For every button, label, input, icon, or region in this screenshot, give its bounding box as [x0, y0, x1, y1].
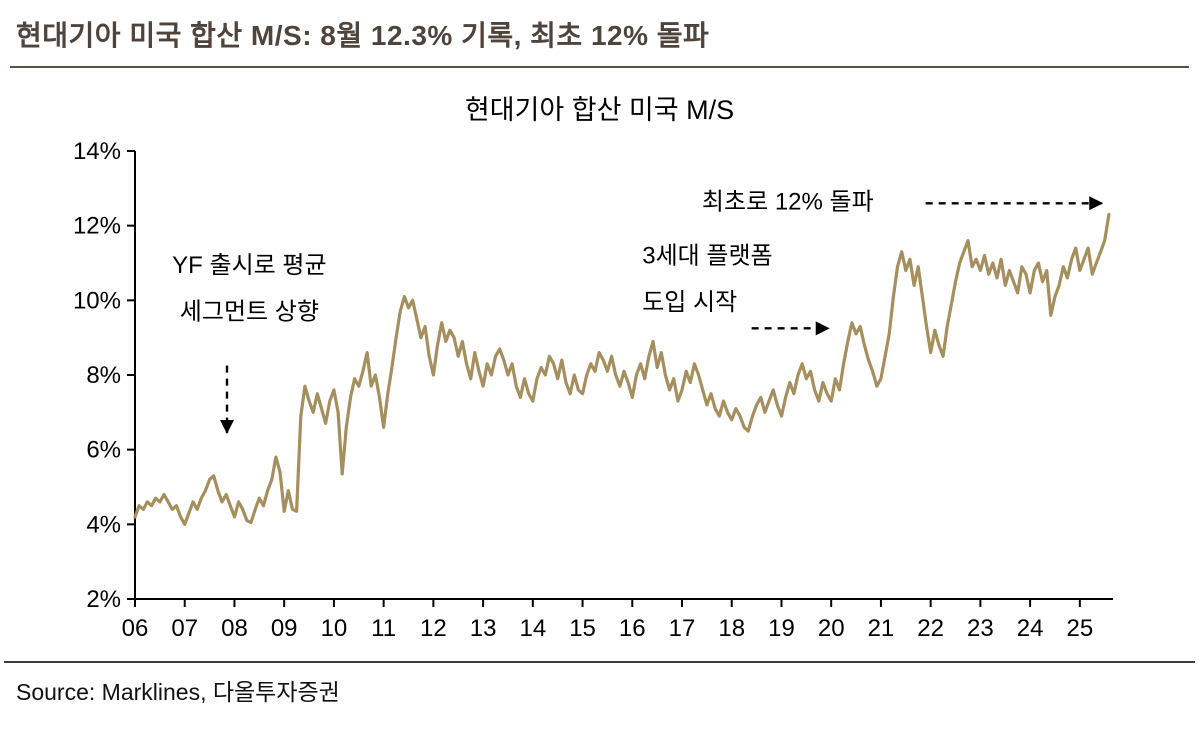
svg-text:24: 24	[1017, 615, 1044, 642]
svg-text:12%: 12%	[73, 213, 121, 240]
svg-text:4%: 4%	[86, 511, 121, 538]
svg-text:06: 06	[122, 615, 149, 642]
svg-text:19: 19	[768, 615, 795, 642]
svg-text:10%: 10%	[73, 287, 121, 314]
svg-text:12: 12	[420, 615, 447, 642]
svg-text:18: 18	[718, 615, 745, 642]
chart-area: 2% 4% 6% 8% 10% 12% 14% 06 07 08 09 10 11 12 13 14 15 16 1…	[0, 131, 1199, 651]
page-title: 현대기아 미국 합산 M/S: 8월 12.3% 기록, 최초 12% 돌파	[16, 20, 710, 51]
svg-text:3세대 플랫폼: 3세대 플랫폼	[642, 243, 772, 270]
svg-text:13: 13	[470, 615, 497, 642]
svg-text:14: 14	[519, 615, 546, 642]
svg-text:2%: 2%	[86, 586, 121, 613]
svg-text:09: 09	[271, 615, 298, 642]
svg-text:8%: 8%	[86, 362, 121, 389]
chart-title: 현대기아 합산 미국 M/S	[464, 95, 735, 125]
svg-text:10: 10	[321, 615, 348, 642]
svg-text:23: 23	[967, 615, 994, 642]
svg-text:15: 15	[569, 615, 596, 642]
svg-text:11: 11	[371, 615, 396, 642]
svg-text:YF 출시로 평균: YF 출시로 평균	[172, 252, 326, 279]
svg-text:17: 17	[669, 615, 696, 642]
svg-text:6%: 6%	[86, 437, 121, 464]
svg-text:22: 22	[917, 615, 944, 642]
svg-text:20: 20	[818, 615, 845, 642]
title-divider	[10, 66, 1189, 68]
svg-text:08: 08	[221, 615, 248, 642]
market-share-chart: 2% 4% 6% 8% 10% 12% 14% 06 07 08 09 10 11 12 13 14 15 16 1…	[73, 138, 1113, 642]
svg-text:최초로 12% 돌파: 최초로 12% 돌파	[702, 188, 874, 215]
svg-text:16: 16	[619, 615, 646, 642]
source-divider	[4, 661, 1195, 663]
svg-text:21: 21	[868, 615, 895, 642]
svg-text:25: 25	[1066, 615, 1093, 642]
svg-text:07: 07	[171, 615, 198, 642]
svg-text:도입 시작: 도입 시작	[642, 289, 737, 316]
source-text: Source: Marklines, 다올투자증권	[16, 678, 340, 705]
svg-text:세그먼트 상향: 세그먼트 상향	[180, 299, 319, 326]
svg-text:14%: 14%	[73, 138, 121, 165]
